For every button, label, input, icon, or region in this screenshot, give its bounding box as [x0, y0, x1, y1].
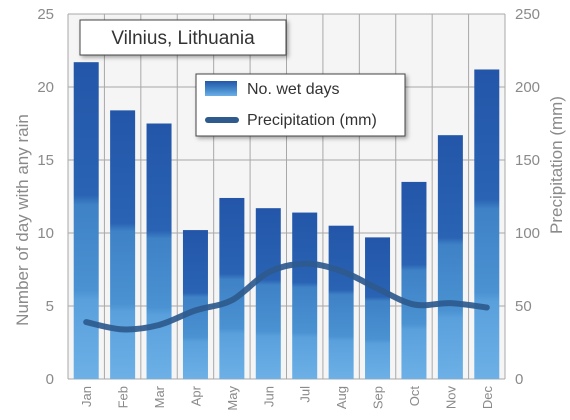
chart-title-box: Vilnius, Lithuania [79, 19, 287, 56]
x-tick-label: Mar [152, 385, 167, 408]
bar-jun [255, 208, 281, 379]
bar-nov [437, 135, 463, 379]
x-tick-label: Nov [443, 386, 458, 410]
x-tick-label: Aug [334, 386, 349, 409]
legend-label-precipitation: Precipitation (mm) [247, 112, 377, 129]
y-tick-right-label: 100 [515, 225, 540, 242]
precipitation-line [83, 260, 490, 333]
y-axis-left-title: Number of day with any rain [13, 114, 32, 326]
legend-swatch-wet-days [205, 81, 237, 96]
y-axis-left-ticks: 0 5 10 15 20 25 [37, 6, 54, 388]
y-tick-right-label: 0 [515, 371, 523, 388]
bar-series-wet-days [73, 62, 500, 380]
x-tick-label: Jan [79, 386, 94, 407]
y-tick-left-label: 15 [37, 152, 54, 169]
bar-feb [110, 110, 136, 380]
y-tick-right-label: 250 [515, 6, 540, 23]
y-tick-left-label: 10 [37, 225, 54, 242]
bar-mar [146, 123, 172, 379]
y-axis-right-title: Precipitation (mm) [547, 96, 566, 234]
bar-sep [365, 237, 391, 379]
y-tick-right-label: 50 [515, 298, 532, 315]
bar-jan [73, 62, 99, 380]
bar-apr [182, 230, 208, 379]
x-tick-label: Oct [407, 386, 422, 407]
bar-oct [401, 181, 427, 379]
y-tick-right-label: 200 [515, 79, 540, 96]
x-tick-label: May [225, 386, 240, 411]
x-tick-label: Dec [480, 386, 495, 410]
bar-jul [292, 212, 318, 379]
y-tick-right-label: 150 [515, 152, 540, 169]
chart-title: Vilnius, Lithuania [111, 28, 255, 49]
legend-label-wet-days: No. wet days [247, 81, 339, 98]
legend: No. wet days Precipitation (mm) [195, 73, 406, 137]
y-tick-left-label: 0 [46, 371, 54, 388]
x-axis-ticks: Jan Feb Mar Apr May Jun Jul Aug Sep Oct Nov Dec [79, 385, 495, 410]
x-tick-label: Feb [116, 386, 131, 408]
y-tick-left-label: 25 [37, 6, 54, 23]
y-tick-left-label: 20 [37, 79, 54, 96]
grid-lines [67, 13, 506, 380]
bar-may [219, 197, 245, 379]
x-tick-label: Apr [189, 385, 204, 406]
y-axis-right-ticks: 0 50 100 150 200 250 [515, 6, 540, 388]
x-tick-label: Jun [261, 386, 276, 407]
x-tick-label: Jul [298, 386, 313, 403]
x-tick-label: Sep [371, 386, 386, 409]
bar-aug [328, 225, 354, 379]
bar-dec [474, 69, 500, 379]
y-tick-left-label: 5 [46, 298, 54, 315]
